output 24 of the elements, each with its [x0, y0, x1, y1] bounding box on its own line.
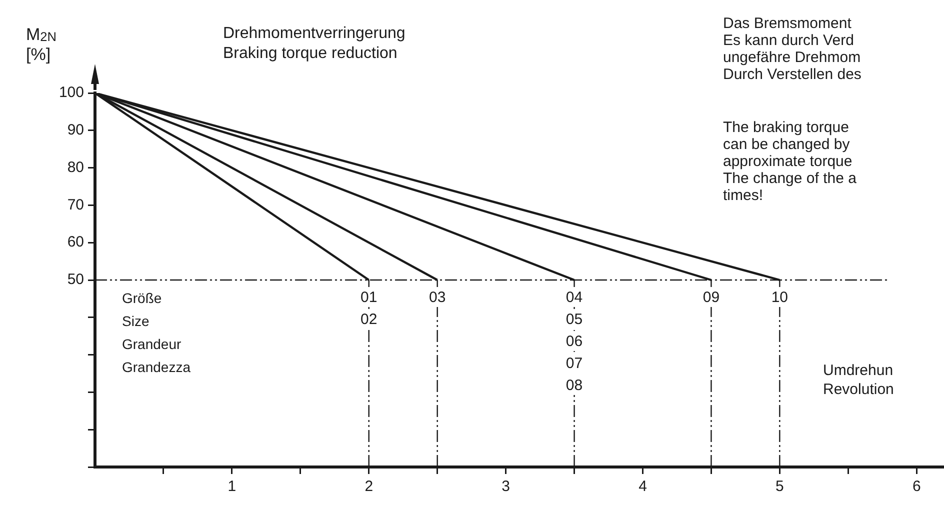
y-tick-label: 70	[67, 196, 84, 214]
x-axis-title: Umdrehun Revolution	[823, 362, 894, 398]
annotation: 01 02	[360, 289, 378, 328]
y-tick-label: 60	[67, 234, 84, 251]
y-tick-label: 90	[67, 122, 84, 139]
chart-subtitle: Braking torque reduction	[223, 45, 398, 62]
annotation: The braking torque can be changed by approximate torque The change of the a times!	[723, 119, 858, 204]
x-tick-label: 1	[228, 478, 236, 496]
x-tick-label: 2	[364, 478, 374, 496]
y-axis-title: M2N [%]	[26, 25, 56, 64]
y-tick-label: 100	[58, 84, 84, 102]
y-tick-label: 50	[67, 271, 84, 288]
x-tick-label: 5	[776, 478, 784, 496]
text: Das Bremsmoment Es kann durch Verd ungefähre Drehmom Durch Verstellen des	[723, 15, 862, 83]
x-tick-label: 6	[912, 478, 921, 496]
legend-title: Größe Size Grandeur Grandezza	[122, 290, 191, 375]
chart-title: Drehmomentverringerung	[223, 25, 406, 42]
annotation: 04 05 06 07 08	[566, 289, 583, 394]
annotation: 09	[702, 289, 720, 306]
x-tick-label: 3	[502, 478, 510, 496]
x-tick-label: 4	[638, 478, 647, 496]
annotation: 03	[428, 289, 446, 306]
y-tick-label: 80	[67, 158, 84, 176]
annotation: 10	[771, 289, 788, 306]
